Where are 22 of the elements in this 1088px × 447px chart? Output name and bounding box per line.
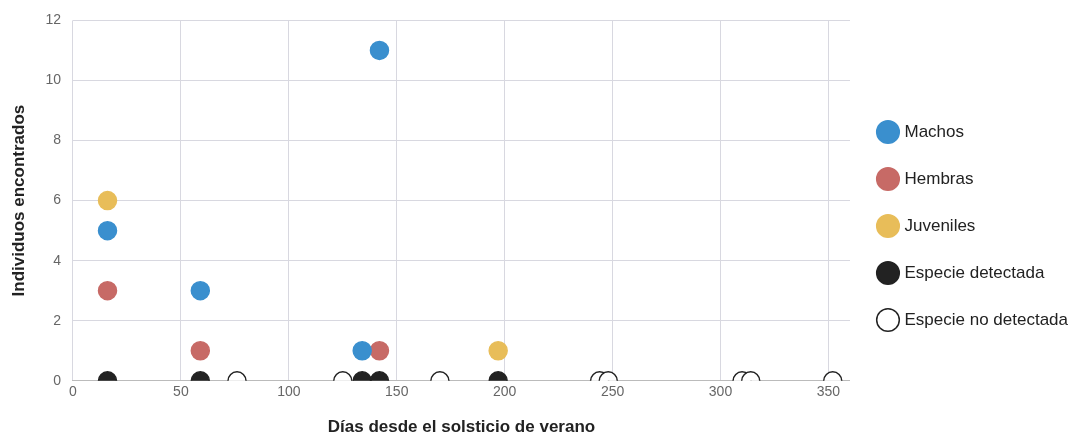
y-axis-title: Individuos encontrados bbox=[8, 104, 28, 297]
legend-label: Machos bbox=[904, 121, 965, 141]
legend-label: Especie detectada bbox=[904, 262, 1045, 282]
x-tick-label: 0 bbox=[69, 383, 78, 400]
y-tick-label: 0 bbox=[53, 371, 62, 388]
y-tick-label: 4 bbox=[53, 251, 62, 268]
y-tick-label: 6 bbox=[53, 191, 62, 208]
y-tick-label: 12 bbox=[45, 11, 62, 28]
x-tick-label: 150 bbox=[385, 383, 409, 400]
x-tick-label: 50 bbox=[173, 383, 189, 400]
x-tick-label: 250 bbox=[600, 383, 625, 400]
x-tick-label: 300 bbox=[708, 383, 733, 400]
y-tick-label: 2 bbox=[53, 311, 62, 328]
x-axis-title: Días desde el solsticio de verano bbox=[327, 417, 596, 437]
x-tick-label: 100 bbox=[277, 383, 301, 400]
x-tick-label: 200 bbox=[492, 383, 517, 400]
y-tick-label: 8 bbox=[53, 131, 62, 148]
legend-label: Juveniles bbox=[904, 215, 976, 235]
y-tick-label: 10 bbox=[45, 71, 62, 88]
legend-label: Hembras bbox=[904, 168, 974, 188]
x-tick-label: 350 bbox=[816, 383, 841, 400]
legend-label: Especie no detectada bbox=[904, 309, 1069, 329]
